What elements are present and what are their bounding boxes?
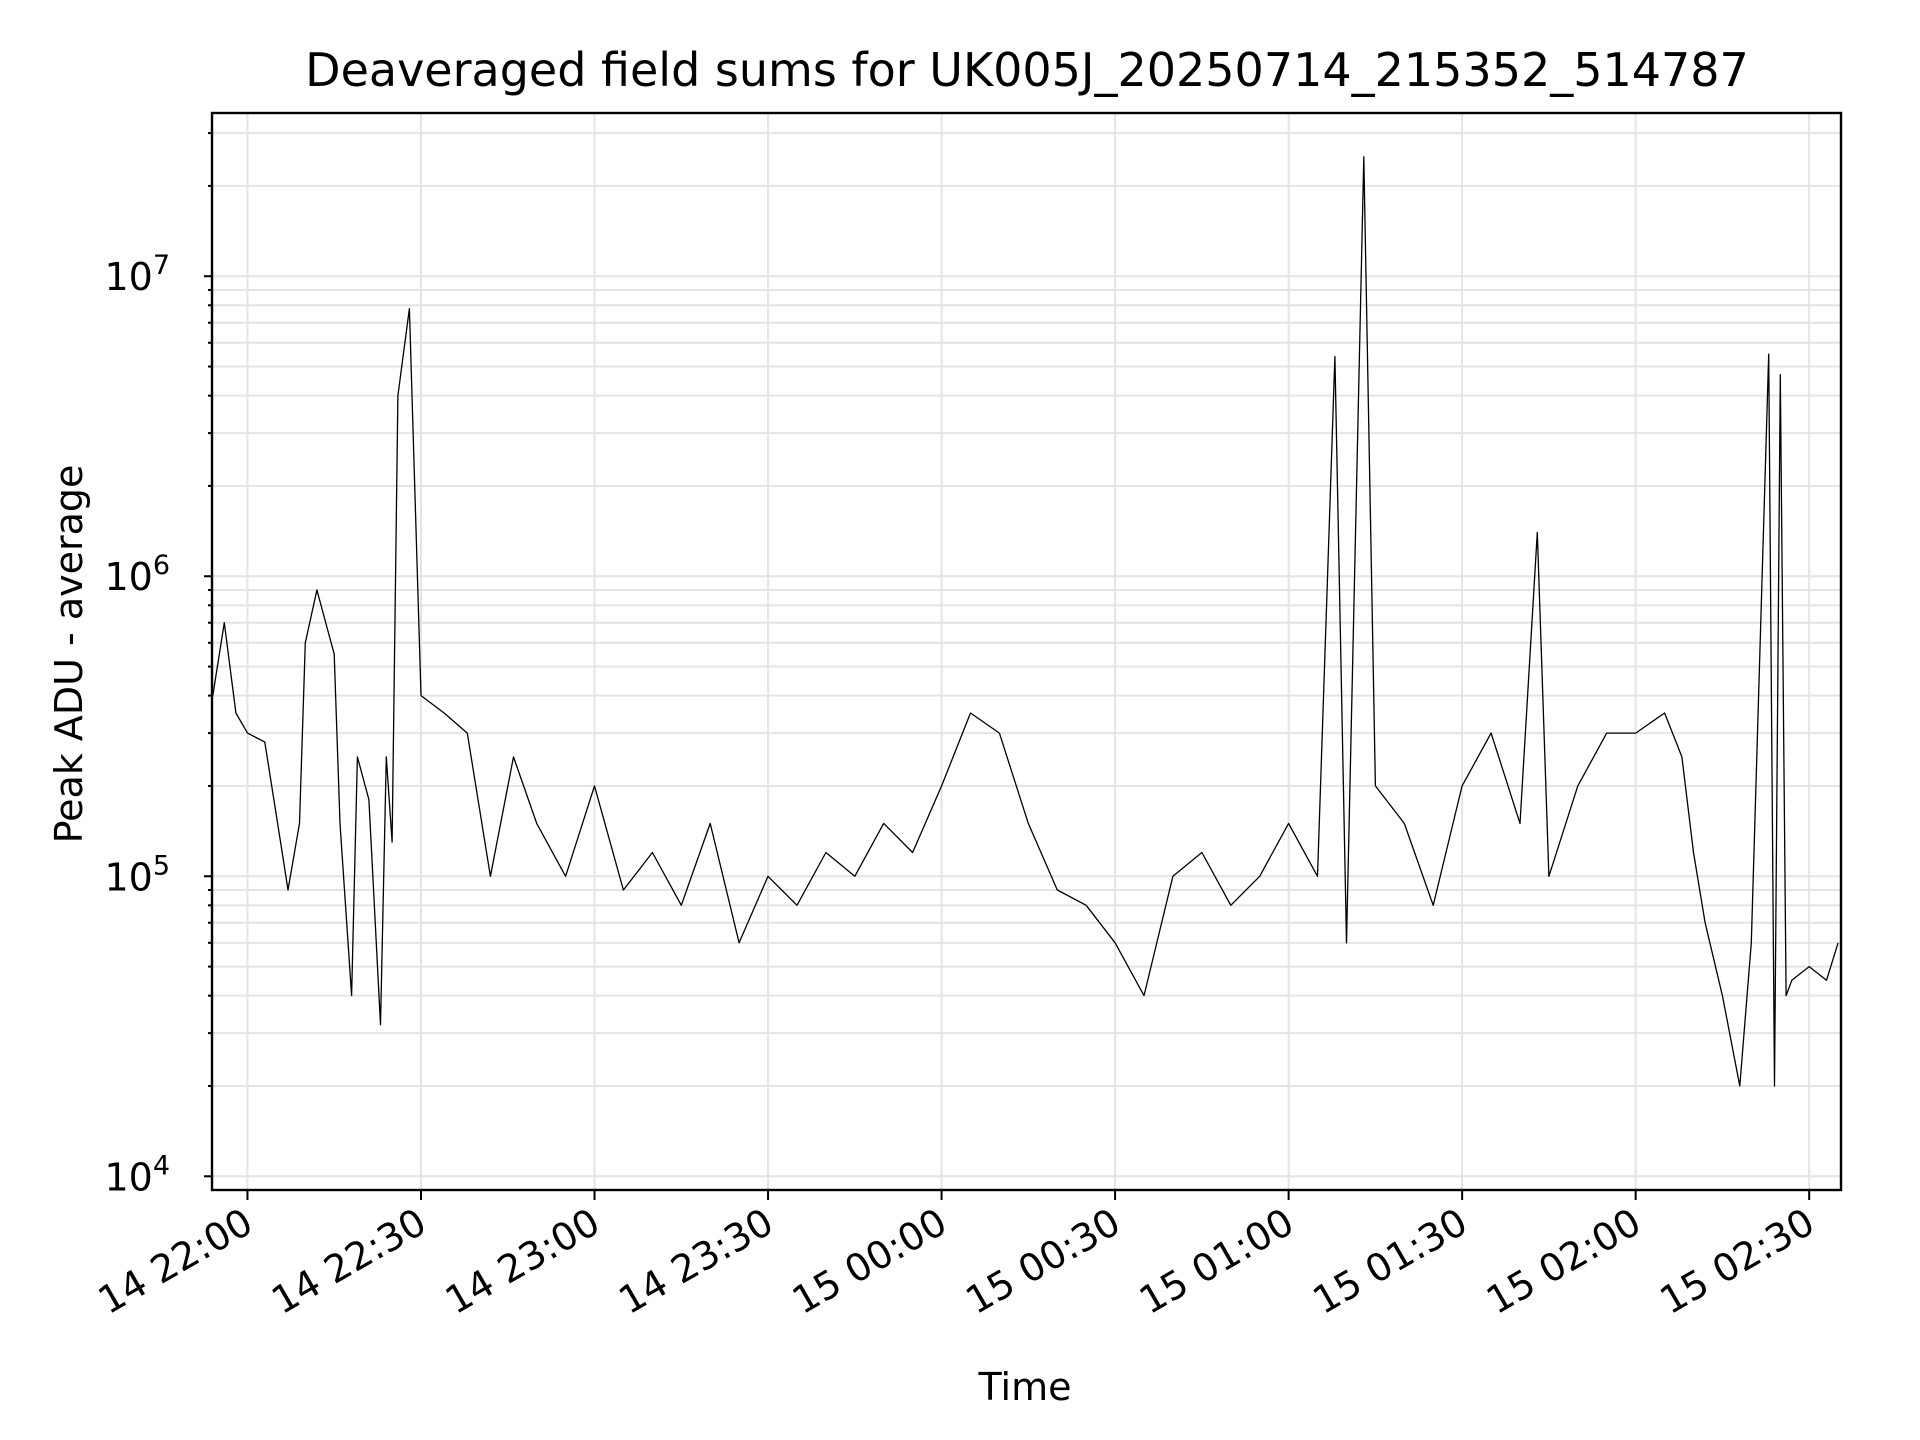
- series-layer: [212, 156, 1839, 1087]
- x-axis-label: Time: [978, 1365, 1072, 1409]
- y-tick-label: 105: [104, 850, 170, 899]
- grid: [212, 113, 1841, 1190]
- x-tick-label: 14 22:30: [264, 1200, 433, 1323]
- x-tick-label: 15 02:00: [1479, 1200, 1648, 1323]
- chart-title: Deaveraged field sums for UK005J_2025071…: [305, 43, 1749, 97]
- plot-frame: [210, 111, 1843, 1192]
- y-tick-label: 107: [104, 250, 170, 299]
- x-tick-label: 15 02:30: [1653, 1200, 1822, 1323]
- y-axis: 104 105 106 107: [104, 132, 212, 1199]
- x-tick-label: 15 00:00: [785, 1200, 954, 1323]
- y-tick-label: 106: [104, 550, 170, 599]
- series-line-0: [212, 156, 1839, 1087]
- x-tick-label: 14 23:30: [611, 1200, 780, 1323]
- x-tick-label: 14 22:00: [91, 1200, 260, 1323]
- x-axis: 14 22:00 14 22:30 14 23:00 14 23:30 15 00:00…: [91, 1190, 1822, 1323]
- x-tick-label: 14 23:00: [438, 1200, 607, 1323]
- x-tick-label: 15 01:30: [1305, 1200, 1474, 1323]
- y-axis-label: Peak ADU - average: [47, 465, 91, 844]
- y-tick-label: 104: [104, 1150, 170, 1199]
- x-tick-label: 15 00:30: [958, 1200, 1127, 1323]
- x-tick-label: 15 01:00: [1132, 1200, 1301, 1323]
